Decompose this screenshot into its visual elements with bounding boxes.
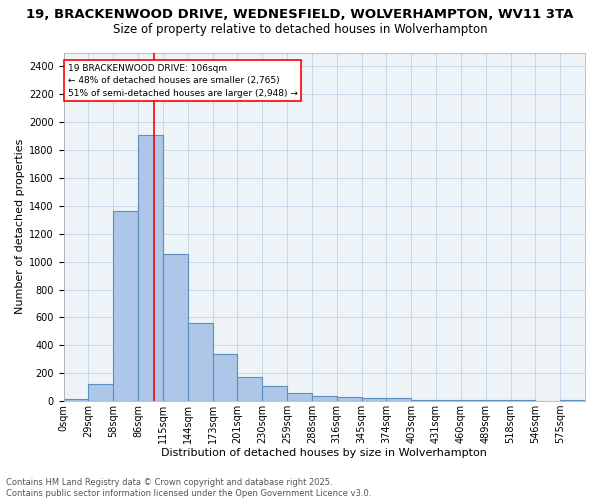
- Bar: [436, 400, 461, 401]
- Bar: [485, 400, 511, 401]
- Bar: [212, 354, 238, 401]
- Bar: [88, 384, 113, 401]
- Bar: [560, 400, 585, 401]
- Bar: [461, 400, 485, 401]
- Bar: [163, 254, 188, 401]
- Text: 19 BRACKENWOOD DRIVE: 106sqm
← 48% of detached houses are smaller (2,765)
51% of: 19 BRACKENWOOD DRIVE: 106sqm ← 48% of de…: [68, 64, 298, 98]
- Bar: [138, 135, 163, 401]
- Bar: [113, 212, 138, 401]
- Bar: [64, 399, 88, 401]
- Bar: [188, 323, 212, 401]
- Bar: [511, 400, 535, 401]
- Bar: [312, 396, 337, 401]
- Text: Contains HM Land Registry data © Crown copyright and database right 2025.
Contai: Contains HM Land Registry data © Crown c…: [6, 478, 371, 498]
- Bar: [411, 400, 436, 401]
- Text: Size of property relative to detached houses in Wolverhampton: Size of property relative to detached ho…: [113, 22, 487, 36]
- Bar: [238, 378, 262, 401]
- Bar: [262, 386, 287, 401]
- Bar: [287, 392, 312, 401]
- Y-axis label: Number of detached properties: Number of detached properties: [15, 139, 25, 314]
- Text: 19, BRACKENWOOD DRIVE, WEDNESFIELD, WOLVERHAMPTON, WV11 3TA: 19, BRACKENWOOD DRIVE, WEDNESFIELD, WOLV…: [26, 8, 574, 20]
- Bar: [386, 398, 411, 401]
- X-axis label: Distribution of detached houses by size in Wolverhampton: Distribution of detached houses by size …: [161, 448, 487, 458]
- Bar: [362, 398, 386, 401]
- Bar: [337, 397, 362, 401]
